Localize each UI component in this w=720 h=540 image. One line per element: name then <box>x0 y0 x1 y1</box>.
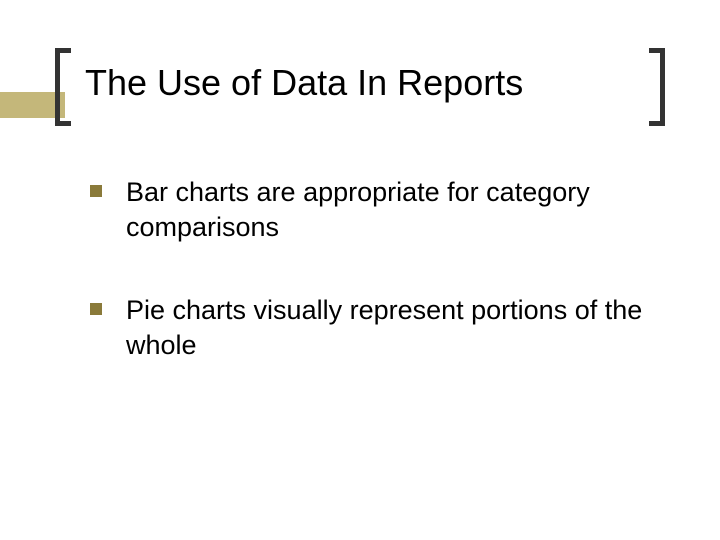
bullet-text: Bar charts are appropriate for category … <box>126 175 660 245</box>
title-container: The Use of Data In Reports <box>55 48 665 126</box>
bullet-list: Bar charts are appropriate for category … <box>90 175 660 411</box>
bullet-text: Pie charts visually represent portions o… <box>126 293 660 363</box>
slide-title: The Use of Data In Reports <box>85 62 523 104</box>
bullet-square-icon <box>90 303 102 315</box>
bracket-right-icon <box>649 48 665 126</box>
bullet-square-icon <box>90 185 102 197</box>
list-item: Bar charts are appropriate for category … <box>90 175 660 245</box>
list-item: Pie charts visually represent portions o… <box>90 293 660 363</box>
bracket-left-icon <box>55 48 71 126</box>
